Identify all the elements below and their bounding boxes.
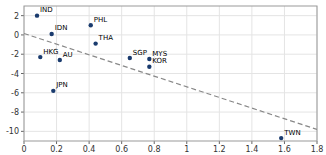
x-tick-label: 0.6 xyxy=(115,145,128,154)
scatter-point xyxy=(38,55,42,59)
point-label: IDN xyxy=(55,24,68,32)
y-tick-label: -8 xyxy=(11,108,19,117)
axes: 0 0.2 0.4 0.6 0.8 1 1.2 1.4 1.6 1.8 -10 -8 -6 -4 -2 0 2 xyxy=(6,12,323,154)
point-labels: INDIDNHKGAUJPNPHLTHASGPMYSKORTWN xyxy=(40,6,301,136)
scatter-point xyxy=(128,56,132,60)
grid-line-y xyxy=(24,73,317,74)
y-tick-label: -10 xyxy=(6,127,19,136)
x-tick-label: 1.2 xyxy=(213,145,226,154)
x-tick-label: 1.8 xyxy=(311,145,324,154)
point-label: IND xyxy=(40,6,53,14)
point-label: HKG xyxy=(43,48,58,56)
y-tick-label: 0 xyxy=(14,31,19,40)
x-tick-label: 0.8 xyxy=(148,145,161,154)
point-label: AU xyxy=(63,51,73,59)
scatter-point xyxy=(147,65,151,69)
x-tick-label: 1.4 xyxy=(246,145,259,154)
chart: 0 0.2 0.4 0.6 0.8 1 1.2 1.4 1.6 1.8 -10 -8 -6 -4 -2 0 2 I… xyxy=(0,0,326,155)
grid-line-y xyxy=(24,34,317,35)
point-label: JPN xyxy=(55,81,68,89)
data-marks xyxy=(24,13,317,140)
point-label: KOR xyxy=(152,57,167,65)
scatter-point xyxy=(35,13,39,17)
y-tick-label: 2 xyxy=(14,12,19,21)
x-tick-label: 1 xyxy=(184,145,189,154)
scatter-point xyxy=(51,89,55,93)
point-label: PHL xyxy=(94,16,107,24)
y-tick-label: -4 xyxy=(11,70,19,79)
point-label: THA xyxy=(98,34,114,42)
x-tick-label: 0 xyxy=(21,145,26,154)
plot-background xyxy=(24,6,317,141)
grid-line-y xyxy=(24,92,317,93)
scatter-point xyxy=(89,23,93,27)
y-tick-label: -2 xyxy=(11,50,19,59)
chart-container: 0 0.2 0.4 0.6 0.8 1 1.2 1.4 1.6 1.8 -10 -8 -6 -4 -2 0 2 I… xyxy=(0,0,326,155)
y-tick-label: -6 xyxy=(11,89,19,98)
grid-line-y xyxy=(24,112,317,113)
trend-line xyxy=(24,33,317,129)
x-tick-label: 1.6 xyxy=(278,145,291,154)
scatter-point xyxy=(279,136,283,140)
scatter-point xyxy=(58,58,62,62)
plot-frame xyxy=(24,6,317,141)
grid xyxy=(24,6,317,141)
x-tick-label: 0.4 xyxy=(83,145,96,154)
scatter-point xyxy=(147,57,151,61)
grid-line-y xyxy=(24,15,317,16)
x-tick-label: 0.2 xyxy=(50,145,63,154)
point-label: TWN xyxy=(283,129,300,137)
grid-line-y xyxy=(24,131,317,132)
point-label: SGP xyxy=(133,49,147,57)
scatter-point xyxy=(49,32,53,36)
scatter-point xyxy=(93,41,97,45)
